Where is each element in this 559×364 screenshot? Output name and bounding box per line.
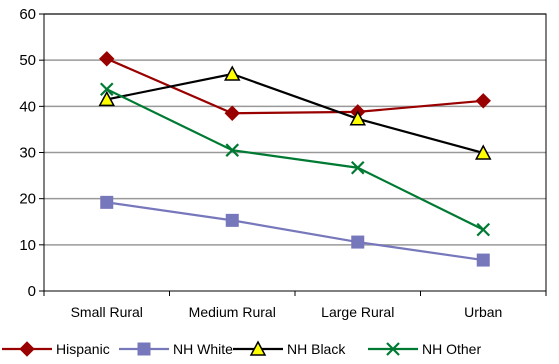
y-tick-label: 60 [19,6,36,23]
legend-item: Hispanic [2,341,110,357]
series-nh-white [100,195,490,267]
legend-marker [137,342,151,356]
data-point [476,253,490,267]
y-tick-label: 40 [19,98,36,115]
data-point [98,90,116,107]
y-tick-label: 0 [28,283,36,300]
axes: 0 10 20 30 40 50 60 Small Rural Medium Rural Larg… [19,6,547,320]
x-tick-label: Urban [464,304,502,320]
legend-item: NH White [119,341,233,357]
x-tick-label: Small Rural [71,304,143,320]
data-point [474,144,492,160]
data-point [99,82,114,97]
data-point [350,160,365,175]
series-hispanic [99,51,491,121]
data-point [223,65,241,81]
x-tick-label: Medium Rural [189,304,276,320]
x-tick-label: Large Rural [321,304,394,320]
legend-label: NH White [173,341,233,357]
series-line [106,72,484,155]
data-point [99,51,115,67]
data-point [100,195,114,209]
series-nh-black [98,65,492,160]
series-lines [98,51,492,267]
data-point [351,235,365,249]
series-line [106,201,484,262]
data-point [224,105,240,121]
legend-label: NH Other [422,341,481,357]
series-line [106,88,484,231]
data-point [476,222,491,237]
data-point [225,213,239,227]
data-point [225,143,240,157]
legend-item: NH Black [233,340,346,357]
legend-label: Hispanic [56,341,110,357]
data-point [349,110,367,126]
data-point [475,93,491,109]
legend-marker [19,341,35,357]
y-tick-label: 30 [19,145,36,162]
gridlines [44,13,546,246]
legend: Hispanic NH White NH Black NH Other [2,340,481,357]
y-tick-label: 50 [19,52,36,69]
y-tick-label: 10 [19,237,36,254]
y-tick-label: 20 [19,191,36,208]
legend-label: NH Black [287,341,346,357]
legend-marker [386,342,400,356]
series-nh-other [99,82,491,237]
series-line [106,57,484,115]
legend-item: NH Other [368,341,481,357]
legend-marker [249,340,267,356]
